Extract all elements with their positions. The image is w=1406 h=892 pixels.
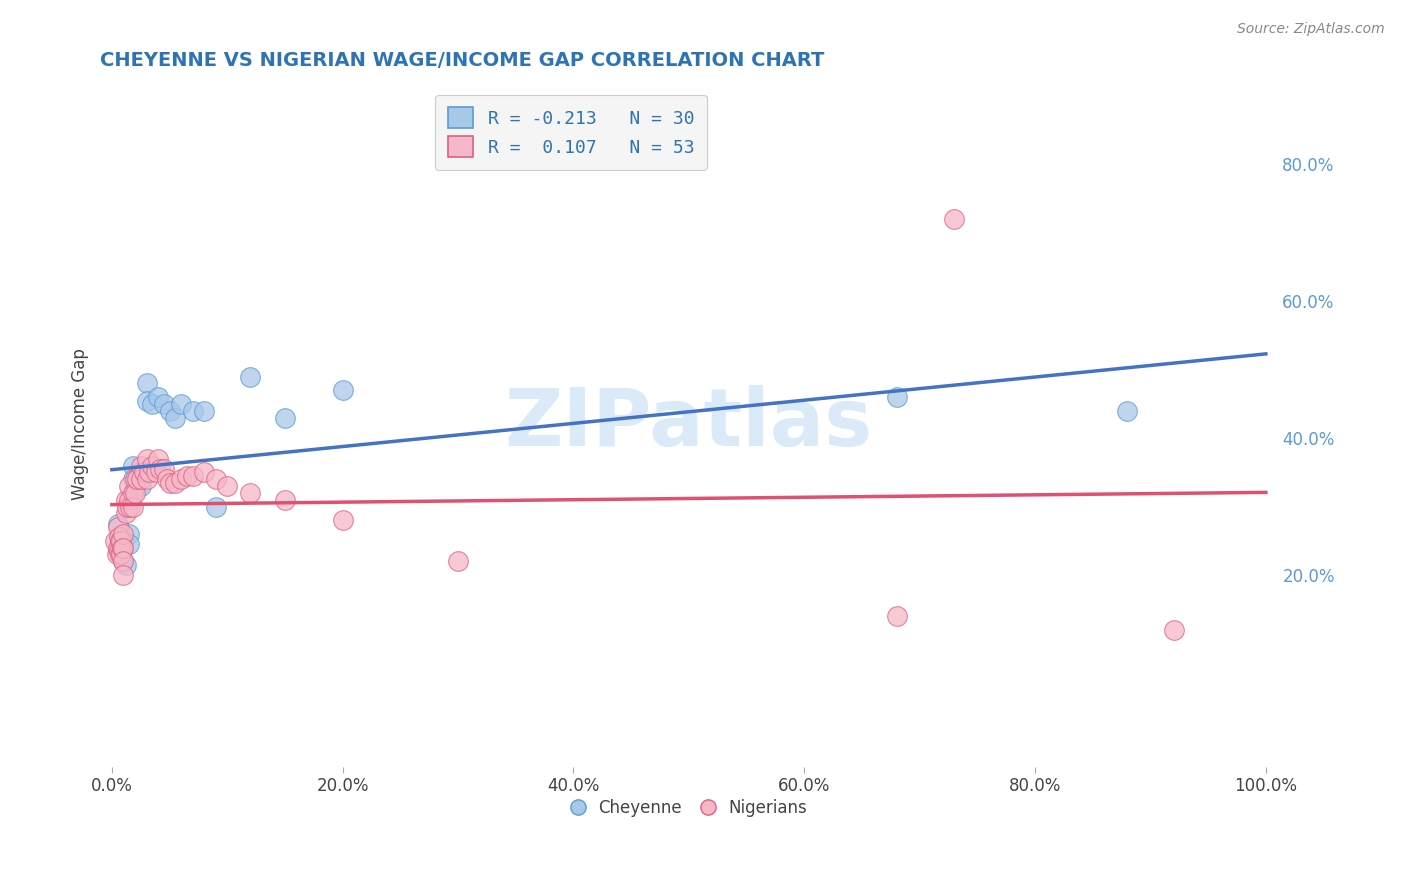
Point <box>141 458 163 473</box>
Point <box>217 479 239 493</box>
Point <box>149 462 172 476</box>
Point <box>107 520 129 534</box>
Point <box>1116 404 1139 418</box>
Point <box>120 500 142 514</box>
Point <box>124 472 146 486</box>
Point <box>176 468 198 483</box>
Point <box>118 537 141 551</box>
Point <box>165 410 187 425</box>
Point <box>108 548 131 562</box>
Point <box>124 486 146 500</box>
Point <box>332 513 354 527</box>
Point <box>156 472 179 486</box>
Point <box>170 472 193 486</box>
Point <box>118 492 141 507</box>
Point <box>112 554 135 568</box>
Point <box>170 397 193 411</box>
Point <box>121 472 143 486</box>
Point <box>135 376 157 391</box>
Point <box>121 486 143 500</box>
Point <box>181 468 204 483</box>
Point <box>121 500 143 514</box>
Point <box>107 516 129 531</box>
Point <box>112 527 135 541</box>
Point <box>159 475 181 490</box>
Point <box>111 541 134 555</box>
Point <box>127 472 149 486</box>
Point <box>135 393 157 408</box>
Point <box>127 472 149 486</box>
Point <box>141 397 163 411</box>
Point <box>124 479 146 493</box>
Point <box>107 541 129 555</box>
Point <box>118 527 141 541</box>
Point <box>159 404 181 418</box>
Point <box>153 397 176 411</box>
Point <box>204 472 226 486</box>
Point <box>129 472 152 486</box>
Point <box>135 472 157 486</box>
Point <box>332 383 354 397</box>
Point <box>129 479 152 493</box>
Point <box>112 541 135 555</box>
Point <box>108 533 131 548</box>
Point <box>146 451 169 466</box>
Point <box>193 466 215 480</box>
Point <box>112 541 135 555</box>
Text: ZIPatlas: ZIPatlas <box>505 385 873 464</box>
Point <box>153 462 176 476</box>
Point <box>146 390 169 404</box>
Point <box>204 500 226 514</box>
Point <box>165 475 187 490</box>
Point <box>193 404 215 418</box>
Point <box>181 404 204 418</box>
Point <box>121 458 143 473</box>
Text: CHEYENNE VS NIGERIAN WAGE/INCOME GAP CORRELATION CHART: CHEYENNE VS NIGERIAN WAGE/INCOME GAP COR… <box>100 51 825 70</box>
Point <box>129 458 152 473</box>
Point <box>114 558 136 572</box>
Text: Source: ZipAtlas.com: Source: ZipAtlas.com <box>1237 22 1385 37</box>
Point <box>145 466 167 480</box>
Point <box>112 533 135 548</box>
Point <box>135 451 157 466</box>
Point <box>1163 623 1185 637</box>
Y-axis label: Wage/Income Gap: Wage/Income Gap <box>72 349 89 500</box>
Point <box>447 554 470 568</box>
Point <box>112 568 135 582</box>
Legend: Cheyenne, Nigerians: Cheyenne, Nigerians <box>564 792 814 823</box>
Point <box>112 554 135 568</box>
Point <box>115 500 138 514</box>
Point <box>239 369 262 384</box>
Point <box>129 466 152 480</box>
Point <box>886 390 908 404</box>
Point <box>110 530 132 544</box>
Point <box>114 492 136 507</box>
Point <box>943 212 966 227</box>
Point <box>138 466 160 480</box>
Point <box>104 533 127 548</box>
Point <box>886 609 908 624</box>
Point <box>105 548 128 562</box>
Point <box>110 548 132 562</box>
Point <box>274 410 297 425</box>
Point <box>108 530 131 544</box>
Point <box>110 533 132 548</box>
Point <box>274 492 297 507</box>
Point <box>114 507 136 521</box>
Point <box>134 466 156 480</box>
Point <box>118 479 141 493</box>
Point <box>108 544 131 558</box>
Point <box>239 486 262 500</box>
